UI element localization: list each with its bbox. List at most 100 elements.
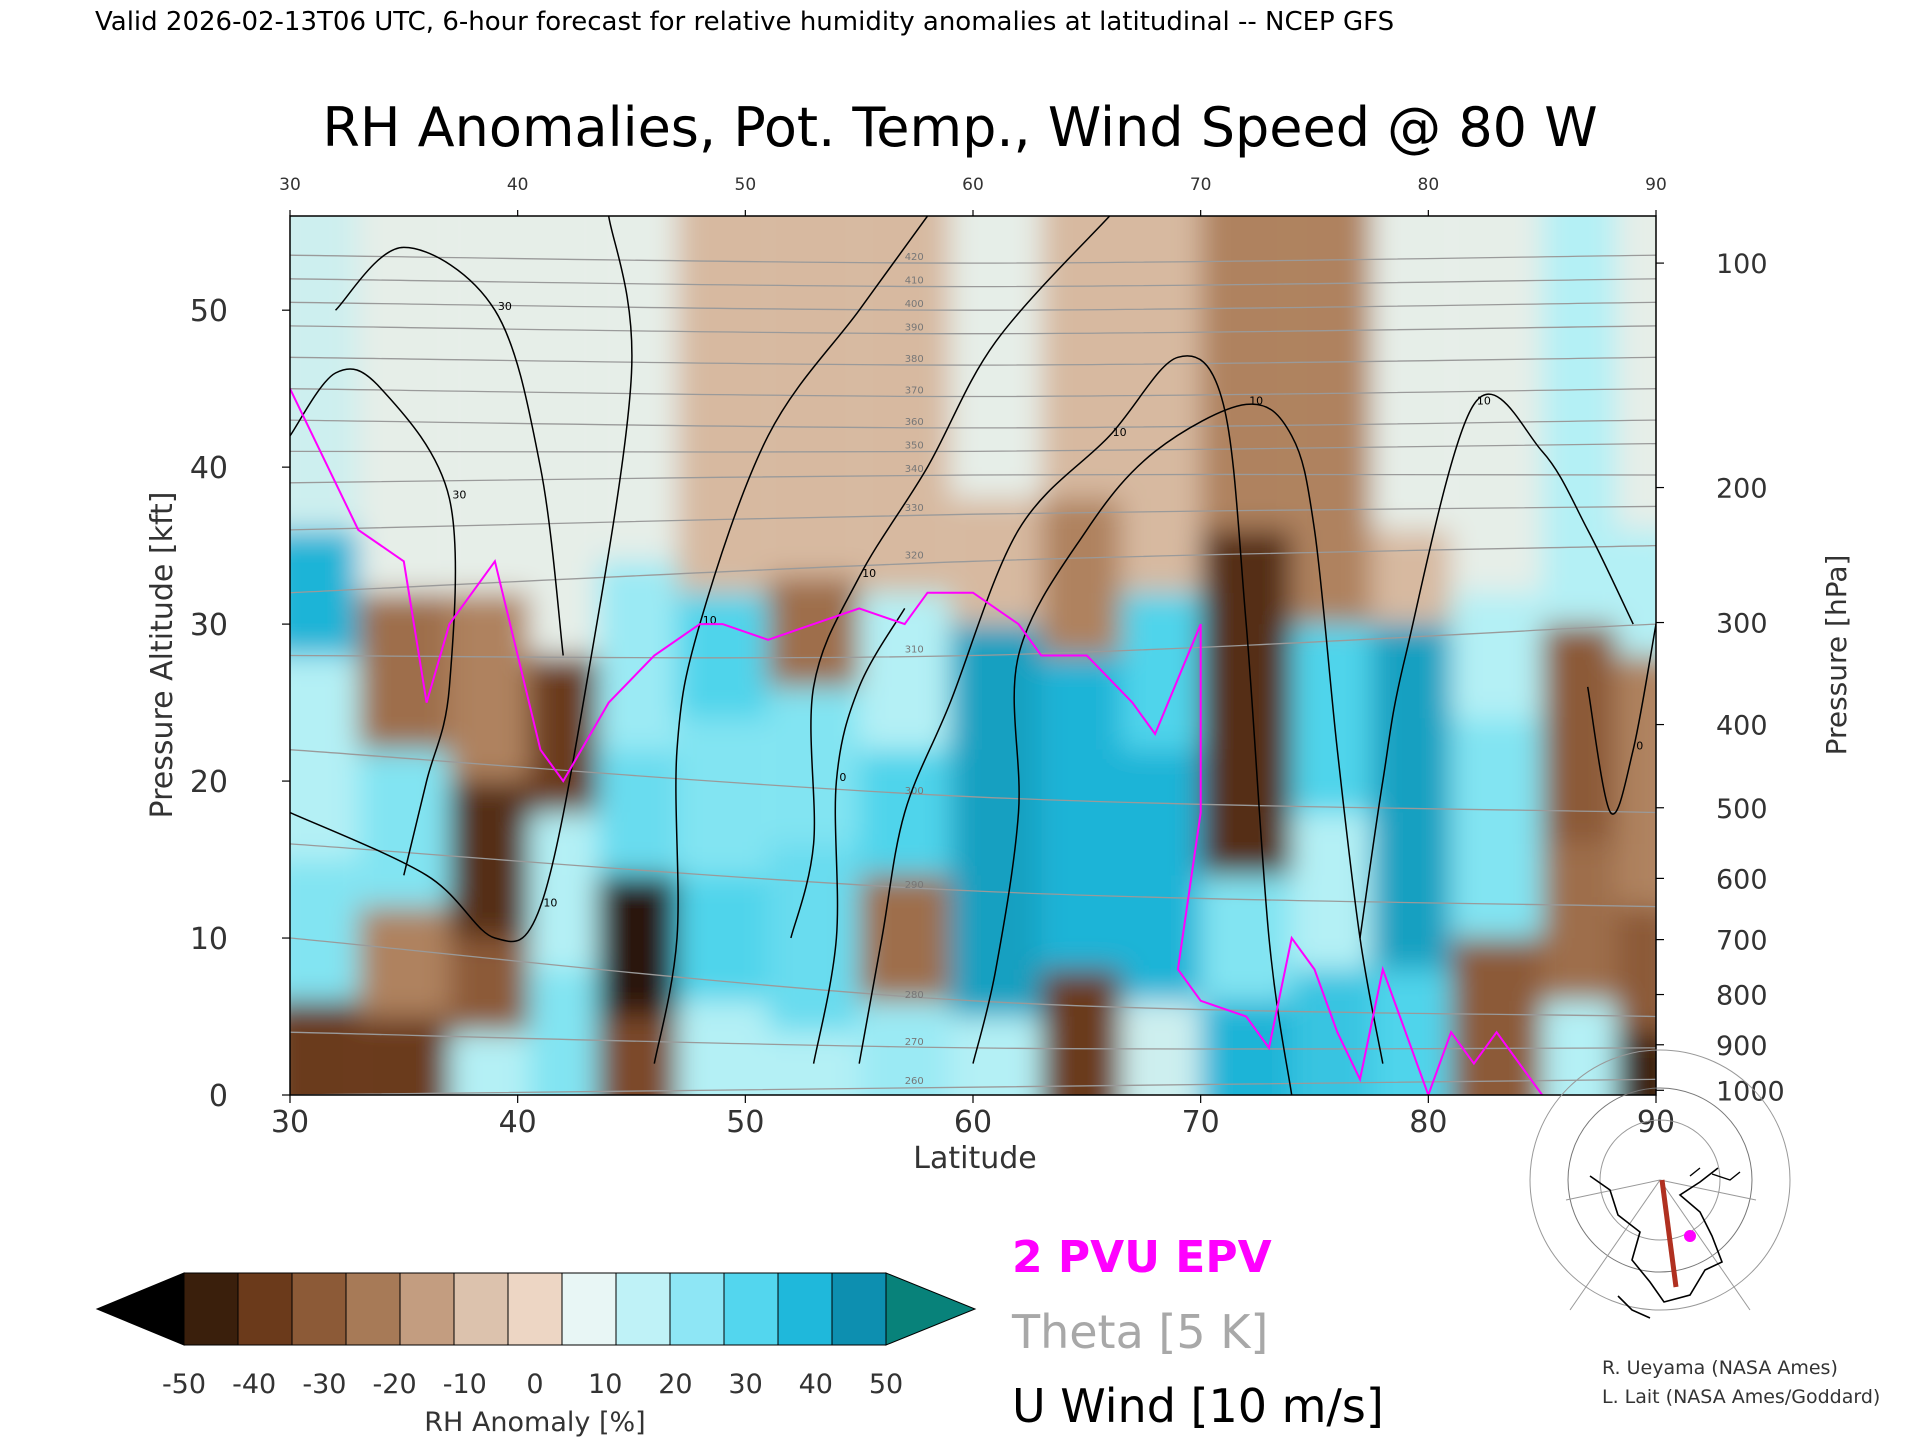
- rh-anomaly-cell: [859, 875, 951, 1001]
- theta-contour: [290, 278, 1656, 288]
- pressure-tick-label: 600: [1716, 864, 1768, 895]
- y-tick-label: 50: [190, 294, 228, 329]
- rh-anomaly-cell: [677, 216, 769, 593]
- rh-anomaly-cell: [290, 529, 359, 656]
- pressure-tick-label: 700: [1716, 926, 1768, 957]
- rh-anomaly-cell: [290, 859, 359, 1001]
- rh-anomaly-field: [290, 216, 1656, 1095]
- colorbar-tick-label: 10: [588, 1369, 622, 1400]
- rh-anomaly-cell: [1371, 216, 1452, 530]
- colorbar-cell: [831, 1272, 887, 1346]
- theta-contour: [290, 442, 1656, 453]
- u-wind-contours: 30 30 10 10 0 10 10 10 10 0: [290, 216, 1656, 1095]
- u-wind-contour-label: 10: [862, 567, 876, 580]
- theta-contour-label: 260: [905, 1076, 924, 1087]
- colorbar-cell: [777, 1272, 833, 1346]
- rh-anomaly-cell: [1616, 216, 1656, 530]
- rh-anomaly-cell: [358, 216, 450, 593]
- header-text: Valid 2026-02-13T06 UTC, 6-hour forecast…: [95, 7, 1394, 37]
- rh-anomaly-cell: [1200, 529, 1292, 876]
- theta-contour: [290, 623, 1656, 659]
- theta-contour-label: 380: [905, 354, 924, 365]
- rh-anomaly-cell: [1291, 969, 1372, 1095]
- inset-map-coastline: [1689, 1167, 1741, 1181]
- rh-anomaly-cell: [358, 1016, 450, 1095]
- colorbar-tick-label: -20: [373, 1369, 417, 1400]
- colorbar-cell: [669, 1272, 725, 1346]
- credit-line-2: L. Lait (NASA Ames/Goddard): [1602, 1386, 1880, 1408]
- rh-anomaly-cell: [1291, 624, 1372, 813]
- x-top-tick-label: 50: [735, 175, 757, 195]
- x-tick-label: 60: [954, 1105, 992, 1140]
- inset-map-meridian: [1569, 1179, 1661, 1311]
- theta-contour: [290, 1031, 1656, 1050]
- plot-area: 2602702802903003103203303403503603703803…: [290, 216, 1656, 1095]
- rh-anomaly-cell: [1120, 216, 1201, 593]
- inset-map-marker: [1684, 1230, 1696, 1242]
- epv-2pvu-line: [290, 388, 1544, 1095]
- y2-axis-label: Pressure [hPa]: [1820, 555, 1853, 756]
- rh-anomaly-cell: [859, 1000, 951, 1095]
- u-wind-contour-label: 10: [1249, 394, 1263, 407]
- rh-anomaly-cell: [677, 1000, 769, 1095]
- rh-anomaly-cell: [677, 718, 769, 876]
- rh-anomaly-cell: [859, 592, 951, 750]
- inset-map-meridian: [1565, 1179, 1661, 1201]
- pressure-tick-label: 500: [1716, 794, 1768, 825]
- rh-anomaly-cell: [358, 592, 450, 750]
- theta-contour: [290, 254, 1656, 264]
- pressure-tick-label: 100: [1716, 249, 1768, 280]
- rh-anomaly-cell: [1542, 1000, 1617, 1095]
- u-wind-contour-label: 30: [452, 489, 466, 502]
- y-tick-label: 0: [209, 1079, 228, 1114]
- rh-anomaly-cell: [1371, 529, 1452, 625]
- theta-contour: [290, 937, 1656, 1018]
- y-tick-label: 40: [190, 451, 228, 486]
- theta-contour-label: 290: [905, 880, 924, 891]
- rh-anomaly-cell: [597, 749, 678, 876]
- theta-contour: [290, 325, 1656, 335]
- legend-theta: Theta [5 K]: [1011, 1305, 1268, 1359]
- u-wind-contour: [334, 246, 564, 656]
- pressure-tick-label: 900: [1716, 1031, 1768, 1062]
- u-wind-contour: [812, 608, 906, 1064]
- x-axis-label: Latitude: [913, 1141, 1036, 1176]
- theta-contour-label: 320: [905, 550, 924, 561]
- inset-map-background: [1562, 1168, 1758, 1318]
- x-tick-label: 30: [271, 1105, 309, 1140]
- rh-anomaly-cell: [529, 216, 598, 656]
- rh-anomaly-cell: [449, 938, 530, 1033]
- x-top-tick-label: 30: [279, 175, 301, 195]
- rh-anomaly-cell: [1451, 592, 1543, 719]
- theta-contour: [290, 1078, 1656, 1095]
- pressure-tick-label: 800: [1716, 981, 1768, 1012]
- colorbar-extend-high: [885, 1272, 977, 1346]
- y-axis-label: Pressure Altitude [kft]: [145, 492, 180, 819]
- rh-anomaly-cell: [1120, 1000, 1201, 1095]
- theta-contours: 2602702802903003103203303403503603703803…: [290, 252, 1656, 1095]
- colorbar-tick-label: -40: [232, 1369, 276, 1400]
- colorbar-tick-label: 20: [658, 1369, 692, 1400]
- inset-map-coastline: [1617, 1295, 1651, 1319]
- colorbar-cell: [615, 1272, 671, 1346]
- rh-anomaly-cell: [449, 1032, 530, 1095]
- rh-anomaly-cell: [1291, 216, 1372, 625]
- rh-anomaly-cell: [1542, 624, 1617, 844]
- theta-contour-label: 370: [905, 386, 924, 397]
- theta-contour: [290, 473, 1656, 484]
- x-tick-label: 50: [726, 1105, 764, 1140]
- rh-anomaly-cell: [1616, 1032, 1656, 1095]
- rh-anomaly-cell: [597, 875, 678, 1017]
- colorbar-tick-label: 50: [869, 1369, 903, 1400]
- theta-contour: [290, 544, 1656, 594]
- rh-anomaly-cell: [1616, 906, 1656, 1033]
- colorbar-cell: [237, 1272, 293, 1346]
- theta-contour: [290, 419, 1656, 429]
- theta-contour-label: 350: [905, 440, 924, 451]
- theta-contour-label: 420: [905, 252, 924, 263]
- rh-anomaly-cell: [1451, 718, 1543, 939]
- x-tick-label: 70: [1182, 1105, 1220, 1140]
- rh-anomaly-cell: [1291, 812, 1372, 970]
- rh-anomaly-cell: [1120, 749, 1201, 1001]
